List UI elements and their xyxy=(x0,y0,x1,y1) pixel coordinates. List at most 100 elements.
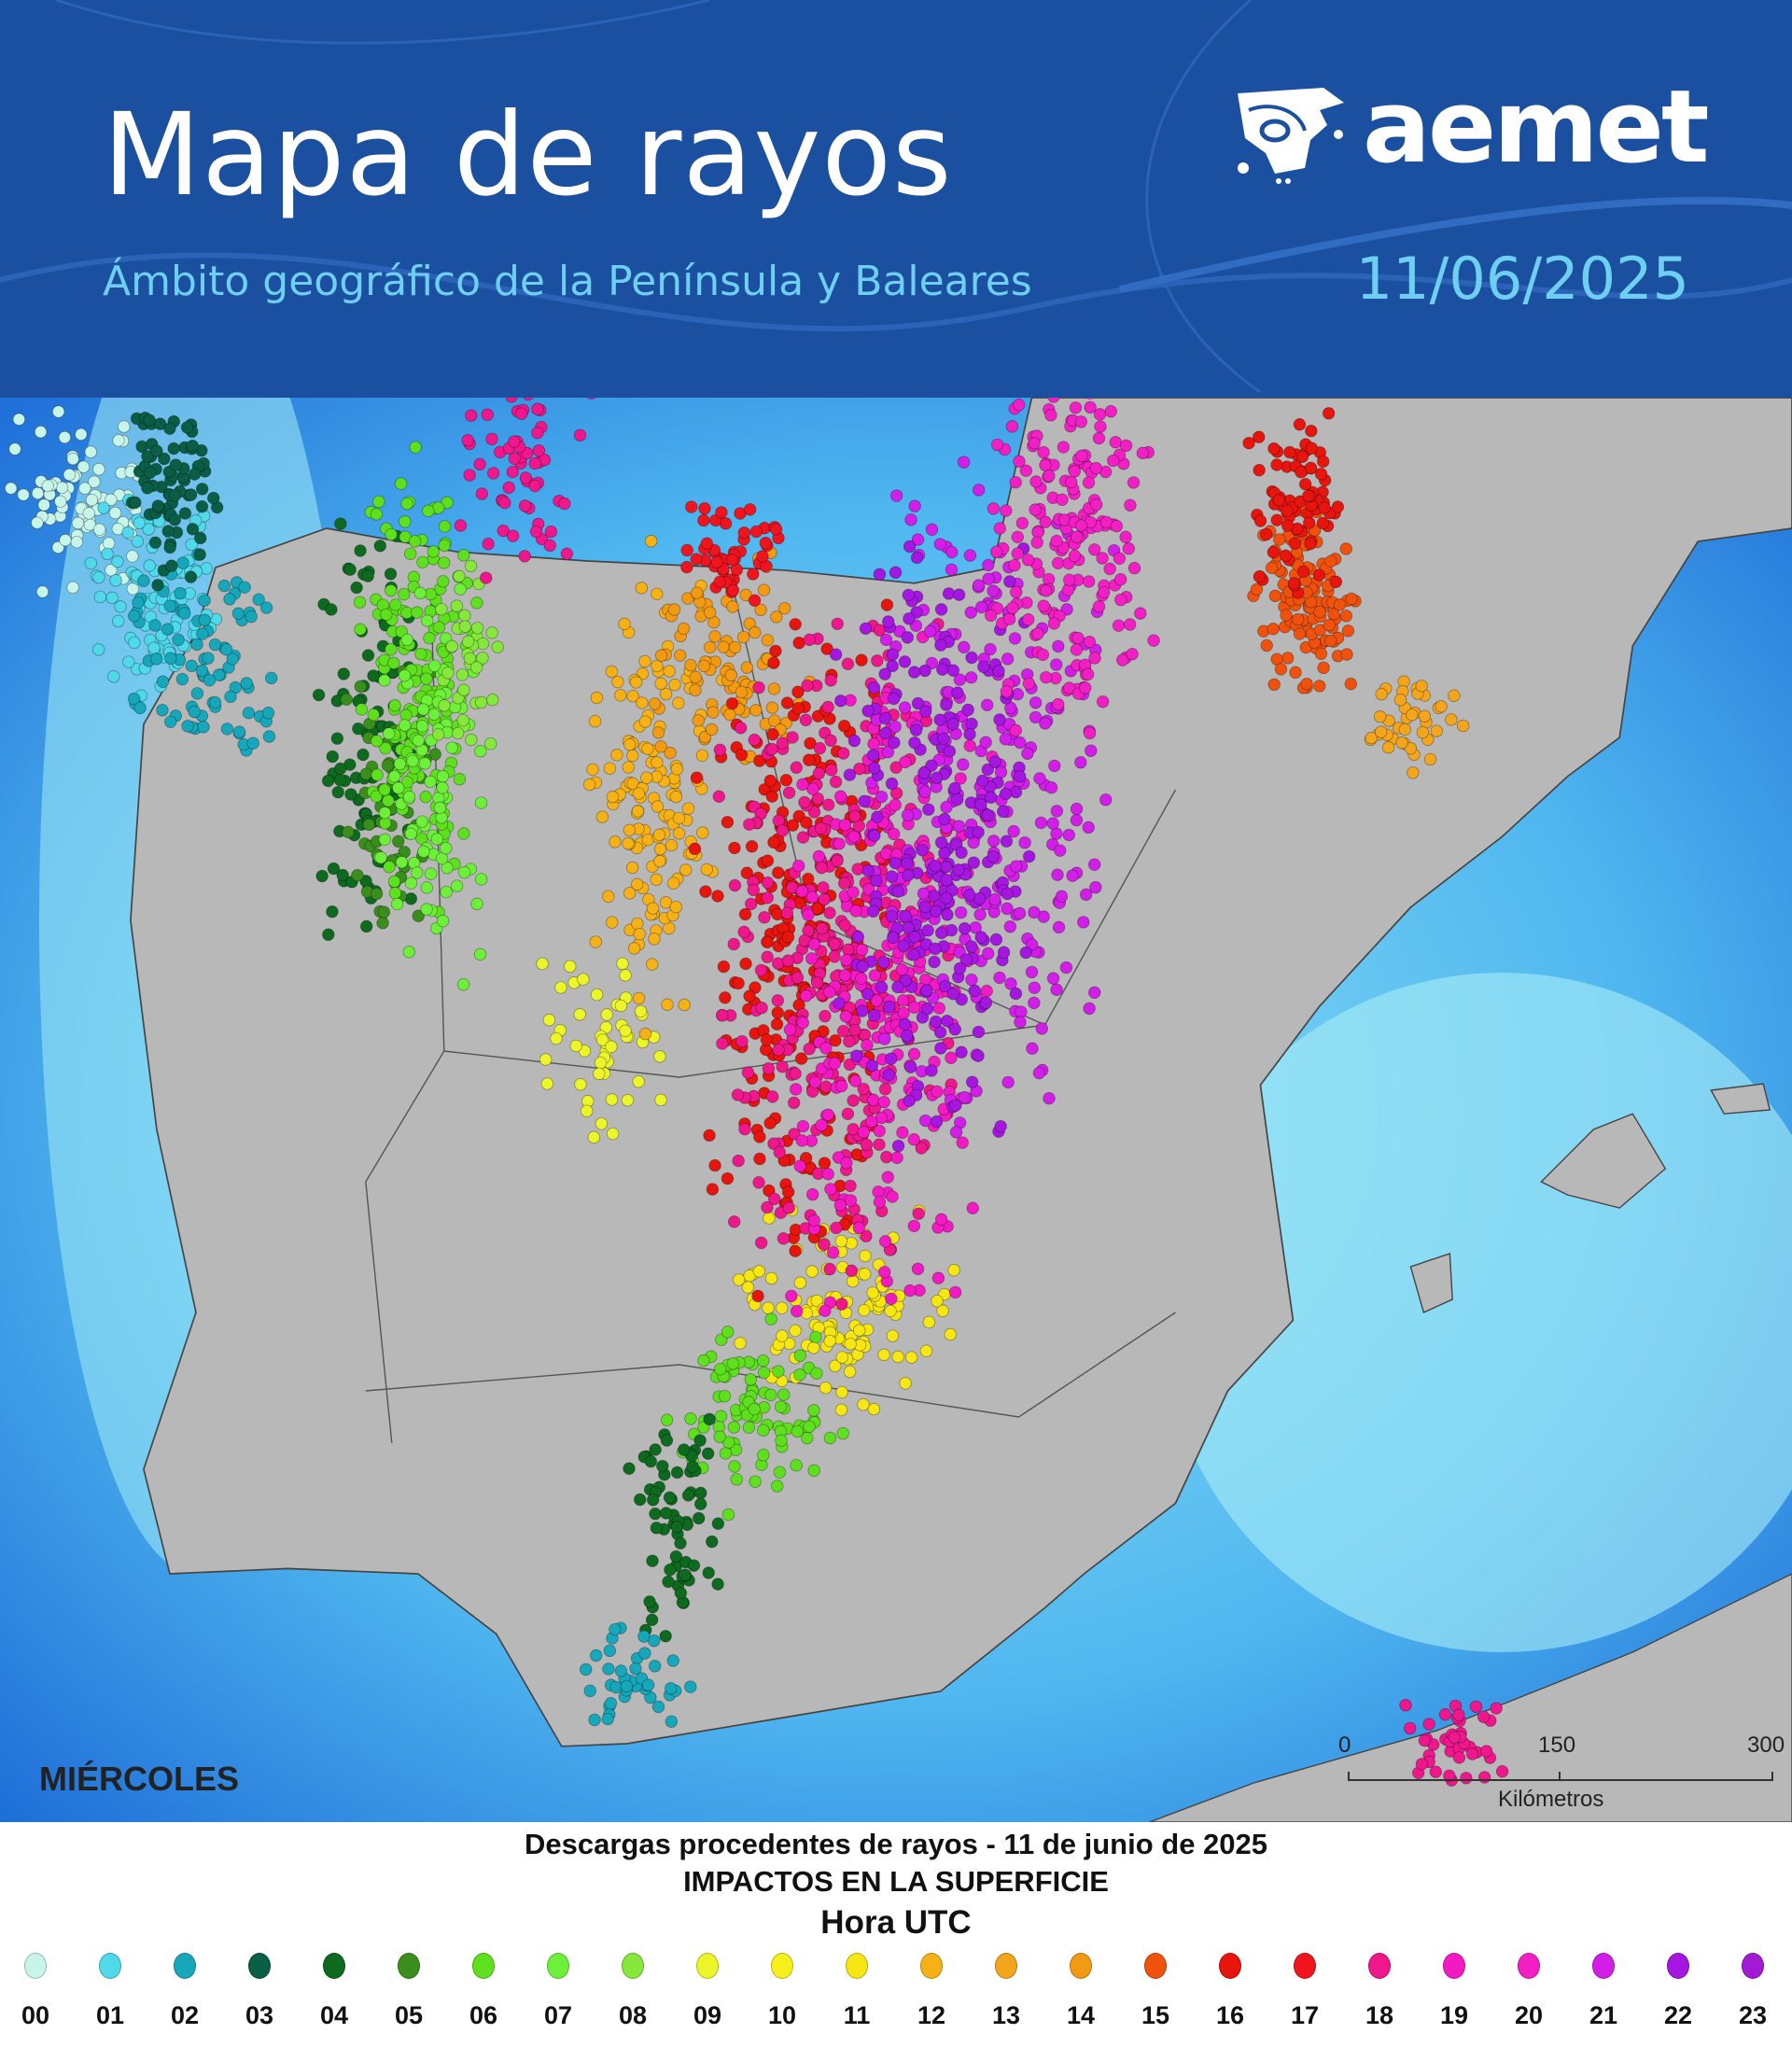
legend-item-13: 13 xyxy=(978,1953,1034,2030)
strike-dot xyxy=(993,522,1007,535)
strike-dot xyxy=(127,692,141,706)
strike-dot xyxy=(623,1462,636,1475)
strike-dot xyxy=(908,736,921,750)
legend-subtitle: IMPACTOS EN LA SUPERFICIE xyxy=(683,1865,1109,1898)
strike-dot xyxy=(738,1122,751,1136)
strike-dot xyxy=(1039,717,1052,730)
legend-color-dot xyxy=(1070,1953,1092,1979)
strike-dot xyxy=(605,916,619,929)
strike-dot xyxy=(185,538,198,552)
strike-dot xyxy=(394,477,408,490)
strike-dot xyxy=(903,1094,916,1108)
strike-dot xyxy=(946,664,960,677)
strike-dot xyxy=(569,1039,582,1053)
strike-dot xyxy=(1089,461,1103,475)
strike-dot xyxy=(674,1536,687,1550)
strike-dot xyxy=(807,1341,820,1354)
strike-dot xyxy=(990,438,1004,452)
strike-dot xyxy=(1010,585,1023,599)
strike-dot xyxy=(482,538,495,551)
strike-dot xyxy=(416,703,430,716)
strike-dot xyxy=(622,836,635,850)
strike-dot xyxy=(805,891,819,904)
strike-dot xyxy=(1028,981,1042,994)
strike-dot xyxy=(261,706,275,720)
strike-dot xyxy=(1068,465,1082,478)
strike-dot xyxy=(1037,445,1050,459)
strike-dot xyxy=(930,771,944,784)
strike-dot xyxy=(749,704,763,717)
strike-dot xyxy=(558,497,571,511)
strike-dot xyxy=(1280,609,1293,622)
strike-dot xyxy=(968,984,981,998)
strike-dot xyxy=(497,524,510,538)
strike-dot xyxy=(1039,458,1052,472)
strike-dot xyxy=(888,736,901,750)
strike-dot xyxy=(387,770,401,783)
strike-dot xyxy=(875,790,889,804)
strike-dot xyxy=(925,523,939,536)
strike-dot xyxy=(767,682,781,695)
strike-dot xyxy=(761,1200,774,1214)
strike-dot xyxy=(826,1246,840,1259)
strike-dot xyxy=(395,856,409,869)
strike-dot xyxy=(912,1207,925,1220)
strike-dot xyxy=(735,685,749,699)
strike-dot xyxy=(789,1244,802,1257)
strike-dot xyxy=(949,1126,963,1139)
strike-dot xyxy=(397,587,411,601)
strike-dot xyxy=(749,525,763,539)
strike-dot xyxy=(818,1157,832,1170)
strike-dot xyxy=(633,1493,647,1507)
strike-dot xyxy=(780,696,794,709)
strike-dot xyxy=(633,927,646,941)
strike-dot xyxy=(836,1024,850,1038)
strike-dot xyxy=(851,863,864,876)
strike-dot xyxy=(755,1001,768,1015)
strike-dot xyxy=(933,1026,947,1039)
strike-dot xyxy=(777,1388,791,1401)
strike-dot xyxy=(385,643,398,656)
strike-dot xyxy=(984,642,997,656)
strike-dot xyxy=(949,1099,962,1113)
strike-dot xyxy=(1415,680,1428,693)
hour-legend: 00 01 02 03 04 05 06 07 08 09 10 11 12 13 14 15 16 17 18 19… xyxy=(0,1953,1792,2046)
strike-dot xyxy=(354,680,367,694)
strike-dot xyxy=(666,1654,679,1667)
strike-dot xyxy=(928,890,941,903)
strike-dot xyxy=(843,1034,856,1048)
strike-dot xyxy=(982,572,995,585)
strike-dot xyxy=(1034,816,1048,830)
strike-dot xyxy=(997,946,1011,959)
strike-dot xyxy=(792,637,805,650)
strike-dot xyxy=(1114,593,1127,607)
strike-dot xyxy=(1092,600,1106,613)
strike-dot xyxy=(161,623,175,636)
strike-dot xyxy=(781,931,795,944)
strike-dot xyxy=(821,1108,834,1121)
scale-bar-mid xyxy=(1559,1772,1561,1781)
strike-dot xyxy=(885,777,899,791)
strike-dot xyxy=(175,672,189,686)
strike-dot xyxy=(1070,813,1084,827)
strike-dot xyxy=(972,484,986,497)
strike-dot xyxy=(771,1006,784,1019)
strike-dot xyxy=(776,1329,789,1342)
strike-dot xyxy=(703,640,717,654)
strike-dot xyxy=(823,906,836,919)
strike-dot xyxy=(420,672,433,685)
strike-dot xyxy=(955,992,968,1006)
strike-dot xyxy=(880,598,894,611)
strike-dot xyxy=(109,574,122,587)
strike-dot xyxy=(619,1024,632,1038)
strike-dot xyxy=(593,1067,606,1081)
strike-dot xyxy=(1318,501,1331,514)
strike-dot xyxy=(911,533,925,546)
strike-dot xyxy=(1079,888,1093,902)
strike-dot xyxy=(203,674,217,687)
strike-dot xyxy=(588,714,602,728)
strike-dot xyxy=(373,540,387,553)
strike-dot xyxy=(1026,1042,1039,1055)
land-menorca xyxy=(1710,1083,1771,1115)
strike-dot xyxy=(609,835,622,849)
